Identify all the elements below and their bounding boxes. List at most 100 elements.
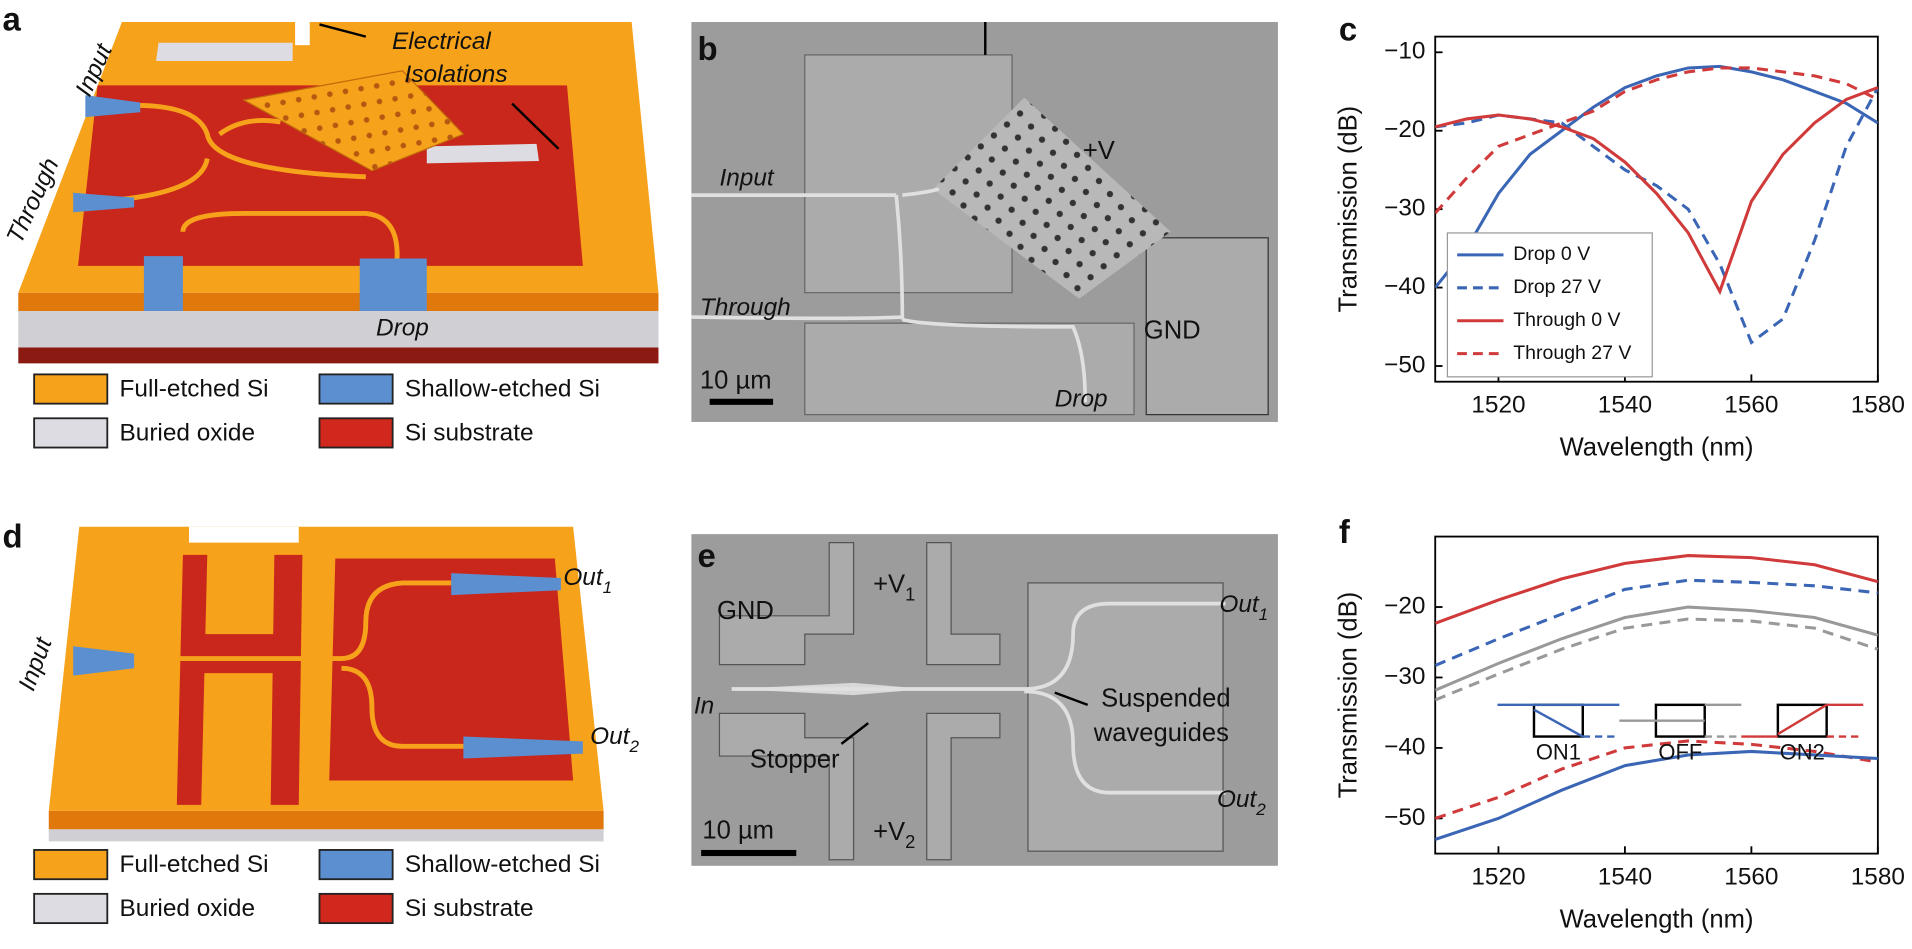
legend-label: Si substrate: [405, 420, 534, 447]
arrow: [319, 23, 367, 38]
series-line: [1435, 66, 1878, 215]
waveguides: [97, 102, 400, 269]
label: Drop: [1055, 385, 1108, 412]
label-sub: 2: [905, 831, 915, 852]
label-main: Out: [563, 565, 604, 592]
label-sub: 1: [905, 584, 915, 605]
coupler: [463, 736, 583, 759]
panel-d: d Input Out1 Out2: [2, 518, 639, 842]
cavity: [1027, 582, 1224, 852]
label-main: Out: [1219, 592, 1260, 619]
y-axis-label: Transmission (dB): [1335, 592, 1363, 799]
label: Out2: [1217, 787, 1266, 820]
coupler: [73, 646, 135, 676]
inset-schematic: [1497, 703, 1864, 738]
switch-box: [1776, 703, 1828, 738]
scale-label: 10 µm: [700, 366, 772, 394]
oxide-window: [156, 42, 293, 62]
si-face: [18, 292, 659, 311]
legend-swatch: [318, 849, 394, 881]
annotation: ON2: [1780, 739, 1825, 764]
legend-d: Full-etched Si Shallow-etched Si Buried ox…: [33, 849, 600, 925]
coupler: [451, 573, 561, 596]
waveguides: [691, 187, 1088, 403]
y-tick-label: −30: [1384, 663, 1425, 690]
panel-label: f: [1339, 513, 1351, 550]
label-sub: 2: [628, 737, 639, 756]
y-tick-label: −40: [1384, 273, 1425, 300]
series-line: [1435, 617, 1878, 702]
scale-bar: [701, 849, 797, 857]
y-tick-label: −30: [1384, 195, 1425, 222]
cavity: [1145, 237, 1269, 416]
label: +V2: [873, 818, 915, 853]
scale-bar: [709, 398, 774, 405]
label: +V1: [873, 570, 915, 605]
chart: 1520 1540 1560 1580 −50 −40 −30 −20 Wavelength (…: [1335, 535, 1905, 933]
panel-b: b Input Through Drop +V GND 10 µm: [691, 21, 1278, 422]
coupler: [73, 192, 135, 213]
label-main: Out: [590, 723, 631, 750]
legend-label: Through 27 V: [1513, 342, 1631, 364]
label: Out1: [563, 565, 612, 598]
label: Drop: [376, 315, 429, 342]
substrate-face: [18, 347, 659, 364]
legend-label: Buried oxide: [120, 420, 256, 447]
legend-label: Full-etched Si: [120, 376, 269, 403]
series-line: [1435, 64, 1878, 289]
legend-a: Full-etched Si Shallow-etched Si Buried ox…: [33, 373, 600, 449]
label: waveguides: [1093, 719, 1229, 747]
panel-label: a: [2, 1, 21, 38]
label: Suspended: [1101, 685, 1231, 713]
legend-swatch: [318, 892, 394, 925]
panel-e: e GND +V1 +V2 In Stopper Suspended waveg…: [691, 534, 1278, 866]
label: Through: [700, 294, 791, 321]
series-line: [1435, 578, 1878, 667]
label: Out2: [590, 723, 639, 756]
trench: [270, 554, 303, 805]
coupler: [359, 258, 427, 311]
series-line: [1435, 554, 1878, 625]
waveguides: [731, 601, 1226, 795]
legend-label: Through 0 V: [1513, 309, 1620, 331]
legend-label: Full-etched Si: [120, 851, 269, 878]
gap: [198, 634, 281, 674]
series-line: [1435, 739, 1878, 820]
label: Electrical: [392, 28, 491, 55]
x-tick-label: 1560: [1724, 392, 1778, 419]
x-tick-label: 1540: [1598, 392, 1652, 419]
panel-label: e: [697, 537, 715, 574]
x-tick-label: 1560: [1724, 863, 1778, 890]
waveguides: [73, 580, 586, 749]
series-line: [1435, 86, 1878, 296]
legend-label: Si substrate: [405, 895, 534, 922]
label-main: Out: [1217, 787, 1258, 814]
gap: [189, 526, 299, 543]
legend-label: Drop 0 V: [1513, 243, 1590, 265]
panel-label: d: [2, 518, 22, 555]
legend-label: Shallow-etched Si: [405, 851, 600, 878]
coupler: [85, 95, 141, 118]
arrow: [511, 102, 560, 150]
y-tick-label: −20: [1384, 116, 1425, 143]
label-main: +V: [873, 818, 905, 846]
pc-holes: [932, 97, 1171, 299]
y-tick-label: −50: [1384, 804, 1425, 831]
label: +V: [1083, 137, 1115, 165]
x-tick-label: 1520: [1471, 392, 1525, 419]
cavity: [718, 542, 855, 666]
scale-label: 10 µm: [702, 816, 774, 844]
label: Stopper: [750, 746, 840, 774]
x-tick-label: 1540: [1598, 863, 1652, 890]
trench: [176, 554, 208, 805]
legend-label: Drop 27 V: [1513, 276, 1601, 298]
arrow: [1054, 691, 1089, 706]
label-main: +V: [873, 570, 905, 598]
label: Isolations: [405, 61, 508, 88]
legend-swatch: [318, 417, 394, 449]
y-tick-label: −50: [1384, 351, 1425, 378]
panel-label: b: [697, 30, 717, 67]
coupler: [143, 256, 183, 311]
panel-label: c: [1339, 10, 1357, 47]
